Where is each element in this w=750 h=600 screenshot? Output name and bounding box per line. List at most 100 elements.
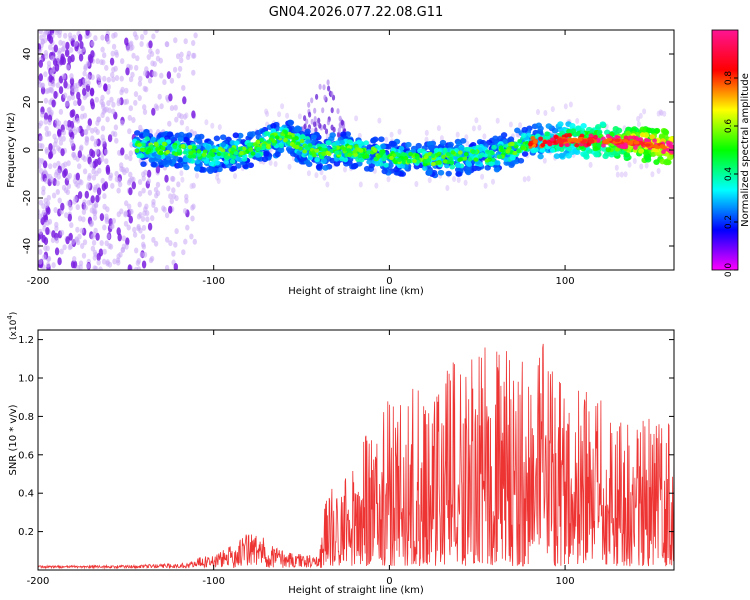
heatmap-cell	[153, 206, 159, 213]
heatmap-cell	[162, 159, 169, 166]
heatmap-cell	[165, 236, 170, 243]
heatmap-cell	[164, 41, 169, 48]
heatmap-cell	[89, 207, 95, 214]
heatmap-cell	[87, 118, 93, 127]
heatmap-cell	[490, 157, 496, 162]
heatmap-cell	[305, 118, 309, 125]
heatmap-cell	[153, 141, 159, 146]
heatmap-cell	[182, 157, 189, 163]
heatmap-cell	[490, 150, 495, 156]
heatmap-cell	[38, 73, 43, 82]
heatmap-cell	[99, 156, 105, 163]
heatmap-cell	[55, 123, 60, 130]
heatmap-cell	[189, 233, 194, 240]
heatmap-cell	[654, 145, 661, 150]
heatmap-cell	[45, 245, 50, 252]
heatmap-cell	[155, 48, 160, 55]
heatmap-cell	[38, 168, 44, 174]
heatmap-cell	[565, 152, 572, 159]
heatmap-cell	[122, 99, 128, 106]
heatmap-cell	[363, 165, 371, 172]
heatmap-cell	[492, 135, 499, 142]
heatmap-cell	[576, 137, 583, 142]
heatmap-cell	[96, 116, 102, 123]
heatmap-cell	[477, 124, 482, 131]
snr-x-label: Height of straight line (km)	[288, 585, 424, 596]
heatmap-cell	[190, 215, 195, 222]
heatmap-cell	[632, 158, 637, 164]
heatmap-cell	[265, 110, 270, 117]
heatmap-cell	[110, 50, 115, 57]
heatmap-cell	[445, 152, 451, 157]
heatmap-cell	[456, 177, 461, 183]
heatmap-cell	[56, 173, 61, 180]
heatmap-cell	[151, 70, 157, 77]
heatmap-cell	[449, 164, 456, 170]
heatmap-cell	[661, 145, 667, 150]
heatmap-cell	[147, 222, 153, 231]
heatmap-cell	[166, 185, 171, 192]
heatmap-cell	[274, 151, 281, 158]
heatmap-cell	[148, 40, 153, 49]
heatmap-cell	[42, 160, 48, 169]
heatmap-cell	[165, 155, 171, 161]
heatmap-cell	[512, 150, 518, 156]
colorbar-ticks: 0.0 0.2 0.4 0.6 0.8	[724, 71, 738, 277]
heatmap-cell	[574, 143, 580, 148]
heatmap-cell	[124, 153, 129, 160]
heatmap-cell	[38, 228, 43, 235]
heatmap-cell	[63, 187, 69, 194]
heatmap-cell	[56, 55, 61, 62]
heatmap-cell	[353, 152, 358, 157]
heatmap-cell	[204, 119, 209, 126]
heatmap-cell	[38, 30, 43, 35]
heatmap-cell	[134, 247, 139, 254]
heatmap-cell	[430, 153, 436, 158]
heatmap-cell	[69, 222, 74, 229]
heatmap-cell	[234, 140, 240, 146]
heatmap-cell	[273, 161, 278, 167]
heatmap-cell	[58, 108, 64, 115]
heatmap-cell	[146, 169, 152, 178]
heatmap-cell	[132, 231, 138, 238]
heatmap-cell	[58, 139, 64, 146]
heatmap-cell	[97, 75, 102, 82]
heatmap-cell	[662, 110, 667, 117]
heatmap-cell	[335, 140, 341, 146]
heatmap-cell	[114, 137, 119, 144]
heatmap-cell	[255, 152, 261, 158]
heatmap-cell	[580, 140, 587, 144]
heatmap-cell	[81, 252, 87, 259]
heatmap-cell	[106, 88, 111, 95]
heatmap-cell	[448, 156, 454, 162]
heatmap-y-tick-label: -40	[22, 238, 33, 254]
heatmap-cell	[147, 189, 153, 196]
heatmap-cell	[51, 99, 56, 108]
heatmap-cell	[111, 217, 117, 224]
heatmap-cell	[321, 151, 326, 156]
heatmap-cell	[151, 202, 156, 208]
heatmap-cell	[445, 185, 450, 191]
heatmap-cell	[179, 51, 184, 58]
heatmap-cell	[82, 70, 87, 77]
heatmap-cell	[103, 148, 109, 155]
snr-x-tick-label: 100	[556, 576, 575, 587]
heatmap-cell	[68, 204, 73, 211]
heatmap-cell	[100, 94, 105, 101]
heatmap-cell	[537, 153, 544, 160]
heatmap-cell	[92, 254, 98, 261]
heatmap-cell	[82, 94, 88, 101]
heatmap-cell	[627, 144, 633, 150]
heatmap-cell	[437, 169, 445, 176]
heatmap-cell	[467, 157, 473, 162]
heatmap-cell	[120, 58, 125, 65]
heatmap-cell	[67, 32, 73, 39]
heatmap-cell	[58, 86, 64, 95]
heatmap-cell	[565, 142, 570, 148]
heatmap-cell	[314, 148, 320, 153]
heatmap-cell	[614, 138, 621, 143]
heatmap-cell	[516, 148, 521, 153]
heatmap-cell	[139, 251, 144, 258]
heatmap-cell	[75, 117, 81, 124]
heatmap-cell	[399, 163, 406, 169]
